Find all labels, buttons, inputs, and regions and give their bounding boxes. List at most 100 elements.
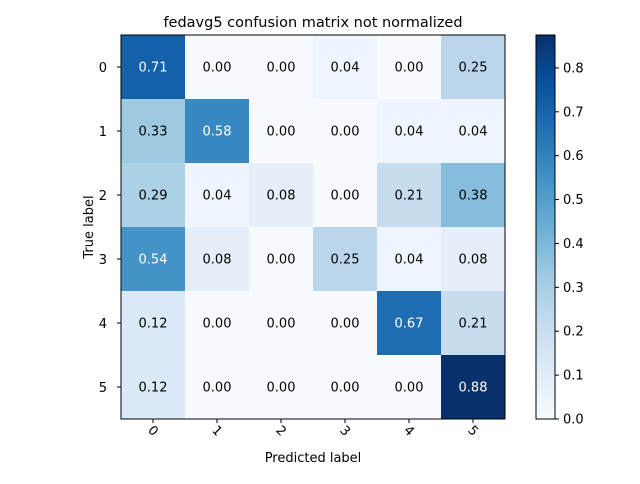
cell-value-label: 0.04 bbox=[331, 61, 360, 76]
heatmap-cell bbox=[249, 163, 314, 228]
y-tick-label: 0 bbox=[99, 61, 107, 76]
cell-value-label: 0.08 bbox=[203, 253, 232, 268]
heatmap-cell bbox=[121, 291, 186, 356]
heatmap-cell bbox=[121, 99, 186, 164]
cell-value-label: 0.04 bbox=[395, 125, 424, 140]
heatmap-cell bbox=[121, 355, 186, 420]
colorbar-tick-label: 0.0 bbox=[563, 413, 584, 428]
cell-value-label: 0.00 bbox=[203, 61, 232, 76]
colorbar-tick-label: 0.1 bbox=[563, 369, 584, 384]
heatmap-cell bbox=[441, 227, 506, 292]
cell-value-label: 0.08 bbox=[267, 189, 296, 204]
cell-value-label: 0.12 bbox=[139, 317, 168, 332]
heatmap-cell bbox=[185, 291, 250, 356]
heatmap-cell bbox=[185, 163, 250, 228]
colorbar-tick-label: 0.3 bbox=[563, 281, 584, 296]
cell-value-label: 0.08 bbox=[459, 253, 488, 268]
cell-value-label: 0.00 bbox=[267, 253, 296, 268]
heatmap-cell bbox=[121, 35, 186, 100]
x-axis-ticks: 0 1 2 3 4 5 bbox=[144, 419, 481, 440]
cell-value-label: 0.00 bbox=[395, 381, 424, 396]
cell-value-label: 0.00 bbox=[331, 317, 360, 332]
cell-value-label: 0.88 bbox=[459, 381, 488, 396]
y-tick-label: 1 bbox=[99, 125, 107, 140]
cell-value-label: 0.54 bbox=[139, 253, 168, 268]
cell-value-label: 0.21 bbox=[395, 189, 424, 204]
heatmap-cell bbox=[121, 227, 186, 292]
cell-value-label: 0.00 bbox=[267, 125, 296, 140]
y-tick-label: 3 bbox=[99, 253, 107, 268]
x-tick-label: 2 bbox=[272, 423, 288, 439]
heatmap-cell bbox=[249, 35, 314, 100]
x-tick-label: 4 bbox=[400, 423, 416, 439]
cell-value-label: 0.00 bbox=[203, 317, 232, 332]
heatmap-cell bbox=[313, 291, 378, 356]
cell-value-label: 0.33 bbox=[139, 125, 168, 140]
cell-value-label: 0.21 bbox=[459, 317, 488, 332]
heatmap-cell bbox=[185, 99, 250, 164]
cell-value-label: 0.67 bbox=[395, 317, 424, 332]
heatmap-cell bbox=[377, 99, 442, 164]
cell-value-label: 0.38 bbox=[459, 189, 488, 204]
cell-value-label: 0.04 bbox=[459, 125, 488, 140]
colorbar-tick-label: 0.2 bbox=[563, 325, 584, 340]
heatmap-cell bbox=[377, 355, 442, 420]
heatmap-cell bbox=[441, 35, 506, 100]
y-tick-label: 2 bbox=[99, 189, 107, 204]
cell-value-label: 0.00 bbox=[331, 189, 360, 204]
cell-value-label: 0.00 bbox=[395, 61, 424, 76]
heatmap-cell bbox=[249, 227, 314, 292]
x-tick-label: 0 bbox=[144, 423, 160, 439]
heatmap-cell bbox=[377, 163, 442, 228]
cell-value-label: 0.00 bbox=[331, 381, 360, 396]
heatmap-cell bbox=[377, 35, 442, 100]
cell-value-label: 0.71 bbox=[139, 61, 168, 76]
heatmap-cell-labels: 0.71 0.00 0.00 0.04 0.00 0.25 0.33 0.58 0.00 0.00… bbox=[139, 61, 488, 396]
x-tick-label: 3 bbox=[336, 423, 352, 439]
plot-frame bbox=[120, 34, 506, 420]
cell-value-label: 0.25 bbox=[331, 253, 360, 268]
heatmap-cell bbox=[185, 227, 250, 292]
colorbar-ticks: 0.0 0.1 0.2 0.3 0.4 0.5 0.6 0.7 0.8 bbox=[555, 61, 584, 428]
heatmap-cell bbox=[313, 163, 378, 228]
cell-value-label: 0.29 bbox=[139, 189, 168, 204]
colorbar-tick-label: 0.4 bbox=[563, 237, 584, 252]
heatmap-cell bbox=[249, 99, 314, 164]
cell-value-label: 0.00 bbox=[331, 125, 360, 140]
cell-value-label: 0.12 bbox=[139, 381, 168, 396]
heatmap-cell bbox=[377, 291, 442, 356]
heatmap-cell bbox=[441, 99, 506, 164]
colorbar bbox=[535, 34, 556, 420]
heatmap-cell bbox=[249, 291, 314, 356]
heatmap-cells bbox=[121, 35, 506, 420]
x-tick-label: 5 bbox=[464, 423, 480, 439]
heatmap-cell bbox=[313, 227, 378, 292]
y-axis-label: True label bbox=[82, 195, 97, 259]
x-axis-label: Predicted label bbox=[265, 451, 362, 466]
y-axis-ticks: 0 1 2 3 4 5 bbox=[99, 61, 121, 396]
heatmap-cell bbox=[121, 163, 186, 228]
colorbar-tick-label: 0.5 bbox=[563, 193, 584, 208]
cell-value-label: 0.00 bbox=[267, 381, 296, 396]
heatmap-cell bbox=[441, 163, 506, 228]
heatmap-cell bbox=[441, 355, 506, 420]
heatmap-cell bbox=[313, 99, 378, 164]
colorbar-tick-label: 0.8 bbox=[563, 61, 584, 76]
y-tick-label: 5 bbox=[99, 381, 107, 396]
cell-value-label: 0.04 bbox=[395, 253, 424, 268]
colorbar-tick-label: 0.6 bbox=[563, 149, 584, 164]
heatmap-cell bbox=[185, 35, 250, 100]
chart-title: fedavg5 confusion matrix not normalized bbox=[163, 15, 462, 31]
cell-value-label: 0.00 bbox=[267, 61, 296, 76]
cell-value-label: 0.00 bbox=[267, 317, 296, 332]
cell-value-label: 0.25 bbox=[459, 61, 488, 76]
x-tick-label: 1 bbox=[208, 423, 224, 439]
heatmap-cell bbox=[313, 35, 378, 100]
cell-value-label: 0.58 bbox=[203, 125, 232, 140]
heatmap-cell bbox=[441, 291, 506, 356]
cell-value-label: 0.04 bbox=[203, 189, 232, 204]
heatmap-cell bbox=[185, 355, 250, 420]
cell-value-label: 0.00 bbox=[203, 381, 232, 396]
heatmap-cell bbox=[249, 355, 314, 420]
